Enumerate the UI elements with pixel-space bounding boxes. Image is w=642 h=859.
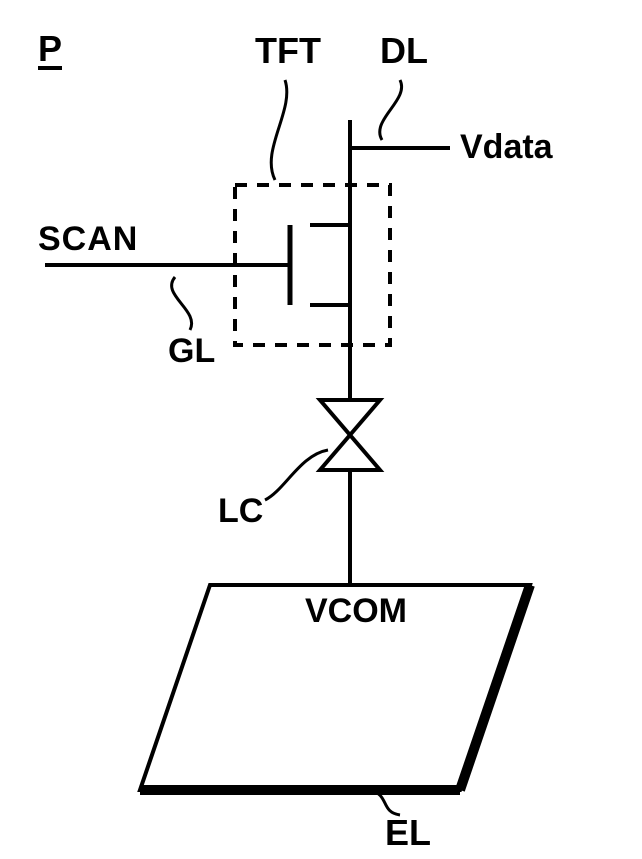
label-el: EL xyxy=(385,812,431,854)
label-gl: GL xyxy=(168,332,215,371)
leader-tft xyxy=(271,80,287,180)
leader-dl xyxy=(380,80,402,140)
label-scan: SCAN xyxy=(38,220,138,259)
tft-channel xyxy=(310,225,350,305)
label-vcom: VCOM xyxy=(305,592,407,631)
lc-symbol xyxy=(320,400,380,470)
circuit-diagram: P TFT DL Vdata SCAN GL LC VCOM EL xyxy=(0,0,642,859)
el-edge-right xyxy=(460,585,530,790)
label-lc: LC xyxy=(218,492,263,531)
label-p: P xyxy=(38,28,62,70)
leader-gl xyxy=(172,277,192,330)
label-tft: TFT xyxy=(255,30,321,72)
label-dl: DL xyxy=(380,30,428,72)
label-vdata: Vdata xyxy=(460,128,553,167)
leader-lc xyxy=(265,450,328,500)
